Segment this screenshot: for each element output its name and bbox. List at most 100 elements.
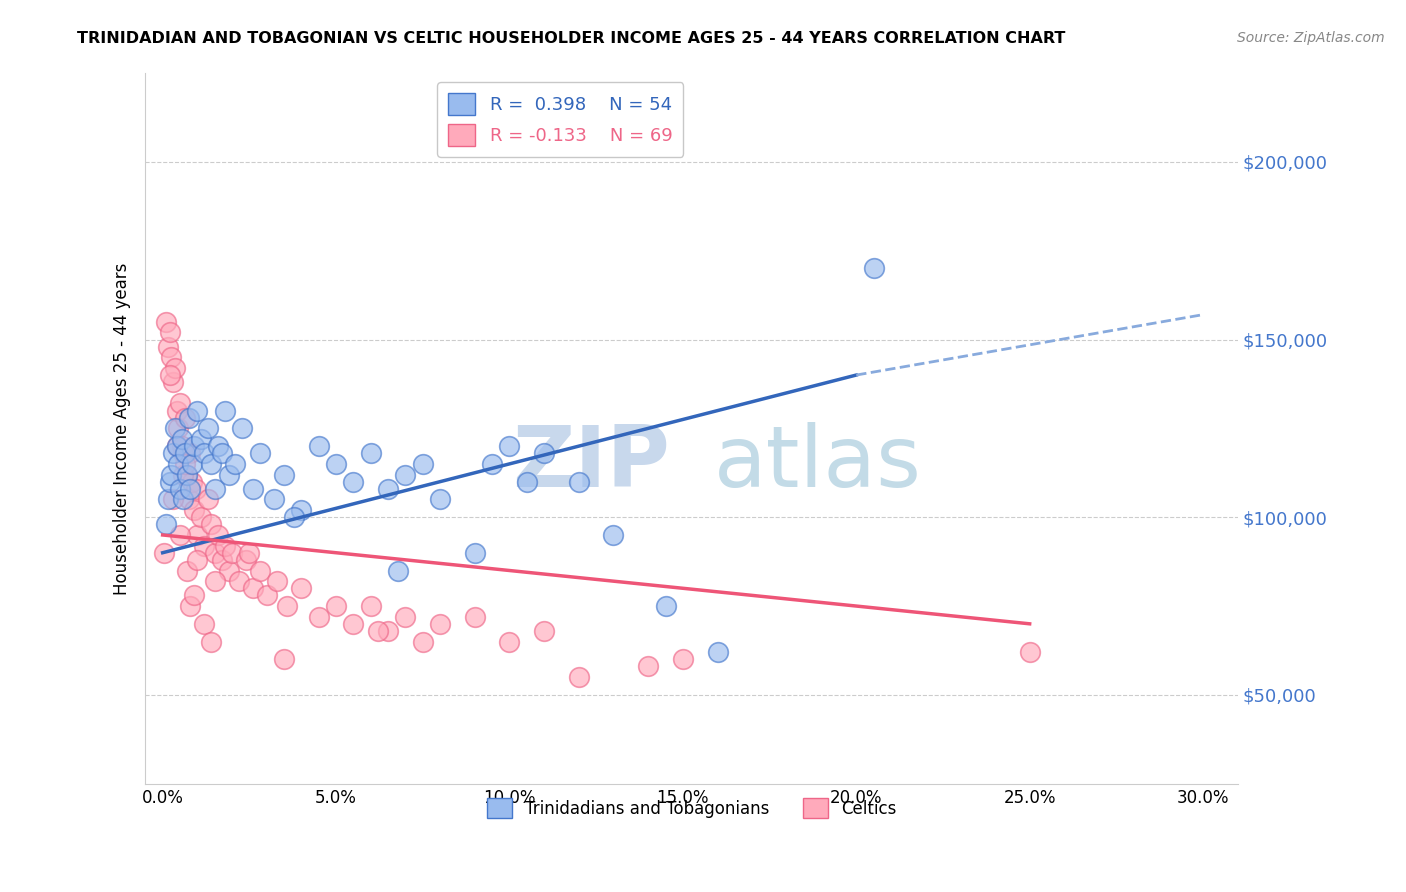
Point [179,482,201,496]
Point [224,457,246,471]
Point [283,510,305,524]
Point [637,659,659,673]
Point [186,528,208,542]
Y-axis label: Householder Income Ages 25 - 44 years: Householder Income Ages 25 - 44 years [114,262,131,595]
Point [186,403,208,417]
Point [174,446,197,460]
Point [169,528,191,542]
Point [163,421,186,435]
Point [183,439,205,453]
Point [156,492,179,507]
Point [360,599,382,613]
Point [464,609,486,624]
Point [377,482,399,496]
Point [862,261,884,276]
Point [177,492,200,507]
Point [308,609,330,624]
Point [238,546,260,560]
Point [207,528,229,542]
Text: TRINIDADIAN AND TOBAGONIAN VS CELTIC HOUSEHOLDER INCOME AGES 25 - 44 YEARS CORRE: TRINIDADIAN AND TOBAGONIAN VS CELTIC HOU… [77,31,1066,46]
Point [172,446,194,460]
Point [533,624,555,638]
Point [231,421,253,435]
Point [167,421,190,435]
Point [167,457,190,471]
Point [377,624,399,638]
Point [218,467,240,482]
Point [183,588,205,602]
Point [176,564,198,578]
Point [193,446,215,460]
Point [308,439,330,453]
Text: atlas: atlas [713,423,921,506]
Point [153,546,176,560]
Point [181,457,204,471]
Point [256,588,278,602]
Point [464,546,486,560]
Point [174,457,197,471]
Point [412,457,434,471]
Point [155,517,177,532]
Point [160,351,183,365]
Point [394,467,416,482]
Point [654,599,676,613]
Point [706,645,728,659]
Point [568,475,591,489]
Point [159,368,181,382]
Point [179,446,201,460]
Point [177,410,200,425]
Point [276,599,298,613]
Point [166,439,188,453]
Point [183,503,205,517]
Point [159,326,181,340]
Point [162,446,184,460]
Point [242,482,264,496]
Point [176,467,198,482]
Point [568,670,591,684]
Point [498,634,520,648]
Point [516,475,538,489]
Point [197,421,219,435]
Point [211,446,233,460]
Point [214,539,236,553]
Point [533,446,555,460]
Point [218,564,240,578]
Point [204,482,226,496]
Point [273,467,295,482]
Point [200,457,222,471]
Point [342,616,364,631]
Point [367,624,389,638]
Point [172,467,194,482]
Point [394,609,416,624]
Point [387,564,409,578]
Point [266,574,288,589]
Point [481,457,503,471]
Point [179,599,201,613]
Point [325,457,347,471]
Point [181,475,204,489]
Point [263,492,285,507]
Point [174,410,197,425]
Point [190,510,212,524]
Point [273,652,295,666]
Point [166,439,188,453]
Point [211,553,233,567]
Point [197,492,219,507]
Point [162,375,184,389]
Point [602,528,624,542]
Point [429,616,451,631]
Point [214,403,236,417]
Point [360,446,382,460]
Point [290,503,312,517]
Point [156,340,179,354]
Point [429,492,451,507]
Point [1018,645,1040,659]
Point [325,599,347,613]
Point [204,574,226,589]
Point [169,396,191,410]
Point [228,574,250,589]
Point [160,467,183,482]
Point [672,652,695,666]
Point [342,475,364,489]
Point [193,539,215,553]
